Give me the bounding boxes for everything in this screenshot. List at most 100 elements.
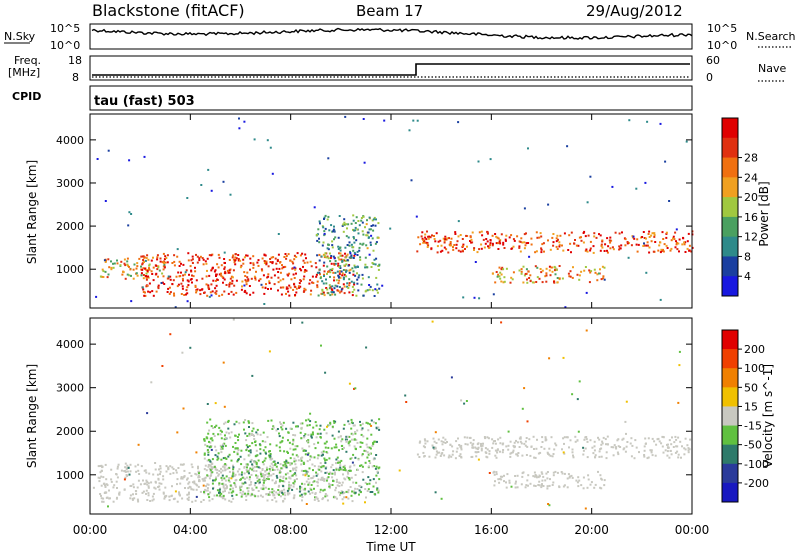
power-pixel <box>372 229 375 232</box>
velocity-pixel <box>375 474 378 477</box>
velocity-pixel <box>279 479 282 482</box>
velocity-pixel <box>302 470 305 472</box>
velocity-pixel <box>299 485 301 488</box>
power-noise-pixel <box>160 282 163 284</box>
velocity-pixel <box>341 448 344 450</box>
velocity-pixel <box>585 436 588 438</box>
power-pixel <box>561 277 564 280</box>
power-pixel <box>371 262 374 264</box>
power-pixel <box>318 253 321 256</box>
velocity-pixel <box>226 486 228 489</box>
velocity-pixel <box>217 474 220 477</box>
power-pixel <box>618 245 621 248</box>
velocity-pixel <box>278 446 281 449</box>
power-noise-pixel <box>184 271 187 274</box>
power-pixel <box>138 257 141 260</box>
power-pixel <box>218 294 221 297</box>
velocity-pixel <box>110 480 113 483</box>
power-pixel <box>327 292 330 295</box>
velocity-pixel <box>272 426 275 429</box>
velocity-pixel <box>450 455 453 458</box>
velocity-pixel <box>359 491 362 494</box>
velocity-pixel <box>210 437 213 440</box>
velocity-pixel <box>482 442 484 445</box>
velocity-pixel <box>342 427 345 430</box>
velocity-pixel <box>269 453 272 455</box>
velocity-pixel <box>142 479 144 482</box>
velocity-pixel <box>162 491 165 494</box>
power-pixel <box>346 244 349 246</box>
velocity-pixel <box>321 465 324 468</box>
power-pixel <box>543 250 545 253</box>
power-pixel <box>261 269 264 272</box>
velocity-pixel <box>340 490 343 493</box>
velocity-pixel <box>264 473 267 476</box>
velocity-pixel <box>350 494 353 497</box>
power-noise-pixel <box>238 127 241 130</box>
power-pixel <box>331 267 334 270</box>
power-pixel <box>500 268 503 271</box>
power-pixel <box>426 246 429 248</box>
power-pixel <box>110 266 113 269</box>
power-noise-pixel <box>675 228 678 231</box>
power-pixel <box>356 282 359 285</box>
power-pixel <box>202 263 205 266</box>
velocity-colorbar-swatch <box>722 387 738 407</box>
velocity-pixel <box>248 432 251 435</box>
velocity-pixel <box>312 433 314 436</box>
velocity-pixel <box>194 472 197 475</box>
velocity-pixel <box>502 449 505 451</box>
velocity-pixel <box>575 479 578 482</box>
power-pixel <box>348 282 351 285</box>
velocity-pixel <box>255 474 258 477</box>
power-pixel <box>357 276 360 279</box>
velocity-pixel <box>339 435 342 438</box>
velocity-pixel <box>292 468 295 471</box>
power-pixel <box>433 238 436 240</box>
power-pixel <box>459 234 462 236</box>
velocity-pixel <box>666 450 669 453</box>
power-pixel <box>362 294 365 297</box>
velocity-pixel <box>188 491 190 494</box>
velocity-pixel <box>268 491 271 494</box>
power-pixel <box>273 274 276 277</box>
power-pixel <box>342 258 345 261</box>
power-pixel <box>337 245 340 248</box>
velocity-pixel <box>508 481 511 484</box>
velocity-pixel <box>232 445 234 448</box>
velocity-pixel <box>515 439 517 442</box>
power-pixel <box>675 240 677 243</box>
velocity-pixel <box>599 486 602 489</box>
velocity-pixel <box>300 459 303 462</box>
velocity-pixel <box>525 484 528 487</box>
velocity-pixel <box>228 466 231 469</box>
velocity-pixel <box>488 450 491 453</box>
power-pixel <box>658 244 661 247</box>
velocity-pixel <box>590 481 593 484</box>
power-pixel <box>157 287 160 290</box>
velocity-pixel <box>688 448 691 451</box>
velocity-pixel <box>220 492 223 495</box>
velocity-pixel <box>281 480 284 483</box>
power-pixel <box>140 272 143 275</box>
power-pixel <box>669 249 672 252</box>
power-pixel <box>144 291 146 294</box>
power-pixel <box>332 271 335 274</box>
velocity-pixel <box>372 441 375 444</box>
velocity-pixel <box>208 477 211 480</box>
power-pixel <box>252 255 255 258</box>
velocity-pixel <box>335 468 338 471</box>
power-pixel <box>426 243 429 246</box>
velocity-pixel <box>101 500 104 503</box>
velocity-pixel <box>295 469 298 472</box>
power-pixel <box>603 250 606 252</box>
power-pixel <box>665 232 668 235</box>
velocity-pixel <box>345 450 348 453</box>
velocity-noise-pixel <box>326 425 328 428</box>
power-pixel <box>249 268 251 271</box>
velocity-pixel <box>221 447 224 450</box>
power-pixel <box>621 231 623 234</box>
velocity-pixel <box>186 493 189 496</box>
velocity-pixel <box>343 464 346 467</box>
velocity-pixel <box>265 452 267 455</box>
